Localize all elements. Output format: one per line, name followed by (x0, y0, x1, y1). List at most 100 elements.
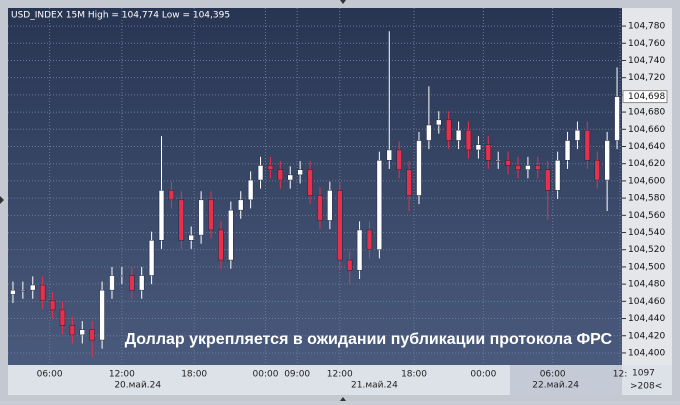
last-price-label: 104,698 (628, 92, 665, 102)
candle-body (168, 190, 175, 201)
x-tick-label: 06:00 (540, 370, 566, 380)
candle-body (465, 129, 472, 151)
plot-area (8, 8, 622, 365)
candle-body (426, 124, 432, 141)
candle-body (30, 284, 36, 291)
y-tick-label: 104,640 (628, 142, 665, 152)
candle-body (406, 169, 412, 196)
x-tick-label: 00:00 (253, 370, 279, 380)
y-tick-label: 104,660 (628, 125, 665, 135)
x-tick-label: 12:00 (109, 370, 135, 380)
x-tick-label: 06:00 (37, 370, 63, 380)
x-tick-label: 00:00 (470, 370, 496, 380)
candle-body (346, 259, 353, 271)
candle-body (49, 300, 56, 311)
candle-body (327, 190, 333, 221)
candle-body (198, 199, 204, 236)
y-tick-label: 104,680 (628, 108, 665, 118)
candle-body (307, 169, 313, 196)
candle-body (495, 160, 501, 162)
y-axis-panel (622, 8, 672, 365)
candle-body (366, 229, 373, 250)
candle-body (485, 144, 492, 161)
date-label: 20.май.24 (114, 381, 161, 391)
y-tick-label: 104,780 (628, 22, 665, 32)
y-tick-label: 104,420 (628, 331, 665, 341)
candle-body (396, 149, 402, 170)
candle-body (79, 329, 85, 336)
date-label: 21.май.24 (351, 381, 398, 391)
x-tick-label: 18:00 (181, 370, 207, 380)
grid (8, 8, 622, 365)
annotation: Доллар укрепляется в ожидании публикации… (125, 331, 613, 348)
y-tick-label: 104,460 (628, 297, 665, 307)
x-tick-label: 18:00 (401, 370, 427, 380)
date-label: 22.май.24 (532, 381, 579, 391)
candle-body (10, 289, 16, 295)
scroll-label: >208< (630, 382, 662, 392)
y-tick-label: 104,400 (628, 348, 665, 358)
candle-body (614, 96, 620, 141)
candle-body (445, 119, 452, 141)
x-axis-highlight (510, 365, 622, 395)
candle-body (564, 140, 571, 161)
candle-body (69, 325, 76, 336)
candle-body (594, 160, 600, 181)
y-tick-label: 104,520 (628, 245, 665, 255)
y-tick-label: 104,580 (628, 194, 665, 204)
candle-body (277, 169, 284, 181)
candle-body (158, 190, 165, 241)
candle-body (386, 149, 393, 161)
y-tick-label: 104,440 (628, 314, 665, 324)
candle-body (337, 190, 343, 261)
edge-arrow (340, 0, 346, 4)
candle-body (208, 199, 214, 231)
candle-body (475, 144, 482, 151)
candle-body (545, 169, 551, 191)
candle-body (39, 284, 46, 301)
candle-body (535, 165, 541, 170)
candle-body (376, 160, 383, 250)
candle-body (297, 169, 303, 176)
candle-body (119, 275, 125, 277)
candle-body (247, 179, 254, 201)
candle-body (416, 140, 422, 196)
candle-body (356, 229, 363, 271)
y-tick-label: 104,600 (628, 176, 665, 186)
last-price-box (622, 90, 668, 104)
candle-body (59, 309, 66, 326)
bar-count: 1097 (632, 369, 655, 379)
candle-body (317, 195, 323, 221)
candle-body (89, 329, 95, 341)
candle-body (287, 174, 293, 181)
edge-arrow (340, 397, 346, 401)
y-tick-label: 104,480 (628, 280, 665, 290)
candle-body (20, 289, 26, 292)
candle-body (188, 234, 194, 241)
edge-arrow (0, 196, 4, 204)
candle-body (505, 160, 511, 166)
candle-body (99, 289, 105, 341)
x-tick-label: 12: (613, 370, 627, 380)
candle-body (218, 229, 224, 261)
candle-body (574, 129, 581, 141)
chart-title: USD_INDEX 15M High = 104,774 Low = 104,3… (11, 11, 230, 21)
y-tick-label: 104,540 (628, 228, 665, 238)
y-tick-label: 104,760 (628, 39, 665, 49)
candle-body (584, 129, 591, 161)
candle-body (228, 209, 234, 261)
y-tick-label: 104,620 (628, 159, 665, 169)
candle-body (238, 199, 244, 211)
y-tick-label: 104,500 (628, 262, 665, 272)
candle-body (148, 240, 155, 276)
x-tick-label: 09:00 (284, 370, 310, 380)
candle-body (525, 165, 531, 170)
y-tick-label: 104,560 (628, 211, 665, 221)
y-tick-label: 104,720 (628, 73, 665, 83)
candle-body (109, 275, 115, 291)
candle-body (554, 160, 561, 191)
candle-body (604, 140, 610, 181)
y-tick-label: 104,740 (628, 56, 665, 66)
candle-body (257, 165, 264, 181)
